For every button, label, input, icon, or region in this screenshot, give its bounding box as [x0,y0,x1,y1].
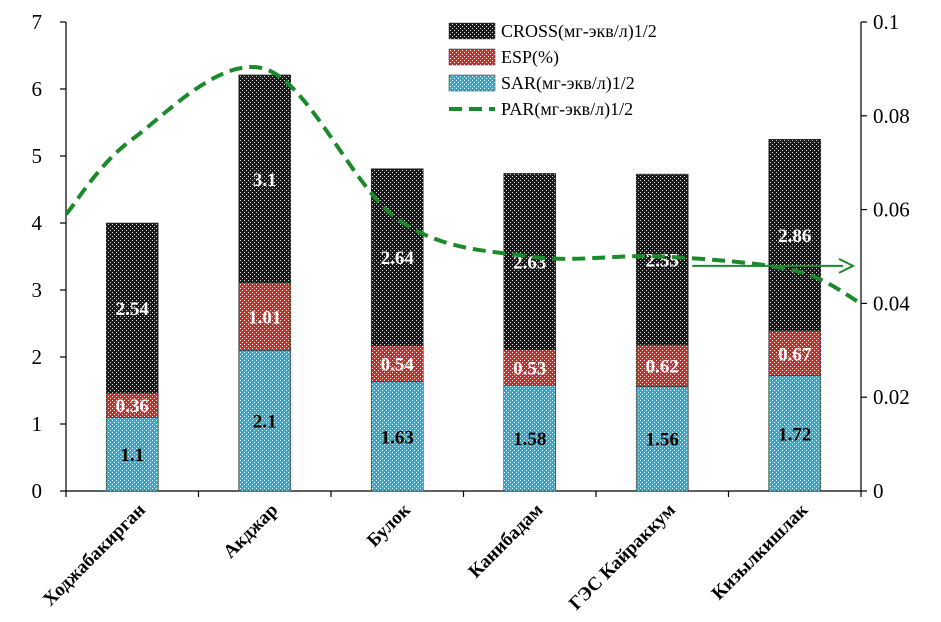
bar-cross-segment [635,173,689,346]
category-label: Ходжабакирган [39,500,150,611]
category-label: ГЭС Кайраккум [565,500,680,615]
legend-label-par: PAR(мг-экв/л)1/2 [501,99,633,120]
par-line [66,65,861,306]
category-labels-group: Ходжабакирган Акджар Булок Канибадам ГЭС Кай… [39,500,812,615]
bar-cross-segment [768,138,822,332]
bar-esp-segment [238,282,292,351]
data-label-cross: 2.64 [381,248,415,269]
data-label-esp: 0.53 [513,358,546,379]
bar-esp-segment [503,349,557,386]
data-label-sar: 1.1 [120,445,144,466]
data-label-sar: 2.1 [253,412,277,433]
y-left-tick-label: 4 [32,211,43,235]
y-right-tick-label: 0.04 [873,291,910,315]
bar-cross-segment [105,222,159,394]
data-label-sar: 1.58 [513,429,546,450]
data-label-cross: 2.55 [646,251,679,272]
bar-esp-segment [635,344,689,387]
data-label-esp: 1.01 [248,307,281,328]
category-label: Кизылкишлак [708,500,813,605]
data-label-sar: 1.56 [646,430,679,451]
legend-label-esp: ESP(%) [501,47,559,68]
y-right-tick-label: 0.1 [873,10,899,34]
category-label: Булок [363,500,415,552]
bar-sar-segment [635,386,689,492]
y-left-tick-label: 0 [32,479,43,503]
category-label: Канибадам [465,500,548,583]
legend-label-sar: SAR(мг-экв/л)1/2 [501,73,635,94]
bar-cross-segment [238,74,292,283]
y-right-tick-label: 0 [873,479,884,503]
bars-group [105,74,822,492]
data-label-esp: 0.36 [116,396,149,417]
data-label-esp: 0.67 [778,344,812,365]
bar-sar-segment [768,375,822,492]
data-label-esp: 0.54 [381,355,415,376]
y-left-tick-label: 7 [32,10,43,34]
axis-ticks-group: 0 1 2 3 4 5 6 7 0 0.02 0.04 0.06 0.08 0.1 [32,10,911,503]
y-left-tick-label: 5 [32,144,43,168]
bar-esp-segment [370,345,424,383]
bar-esp-segment [768,330,822,377]
y-right-tick-label: 0.08 [873,104,910,128]
legend-swatch-sar [448,74,496,92]
legend-swatch-esp [448,48,496,66]
bar-sar-segment [503,384,557,492]
legend-swatch-cross [448,22,496,40]
annotation-arrow-head [838,257,856,274]
bar-cross-segment [503,173,557,350]
data-label-sar: 1.63 [381,427,414,448]
y-left-tick-label: 1 [32,412,43,436]
legend: CROSS(мг-экв/л)1/2 ESP(%) SAR(мг-экв/л)1/2… [448,21,657,120]
bar-cross-segment [370,168,424,346]
legend-label-cross: CROSS(мг-экв/л)1/2 [501,21,657,42]
bar-sar-segment [370,381,424,492]
bar-sar-segment [105,416,159,492]
y-left-tick-label: 6 [32,77,43,101]
y-left-tick-label: 2 [32,345,43,369]
category-label: Акджар [219,500,282,563]
bar-sar-segment [238,349,292,492]
y-right-tick-label: 0.02 [873,385,910,409]
data-label-cross: 3.1 [253,170,277,191]
axes-frame [65,22,862,492]
data-label-esp: 0.62 [646,357,679,378]
par-line-group [66,65,861,306]
y-right-tick-label: 0.06 [873,198,910,222]
data-label-cross: 2.54 [116,299,150,320]
data-label-sar: 1.72 [778,424,811,445]
data-label-cross: 2.86 [778,226,811,247]
y-left-tick-label: 3 [32,278,43,302]
data-labels-group: 1.1 0.36 2.54 2.1 1.01 3.1 1.63 0.54 2.64 1.58 0.5… [116,170,812,466]
